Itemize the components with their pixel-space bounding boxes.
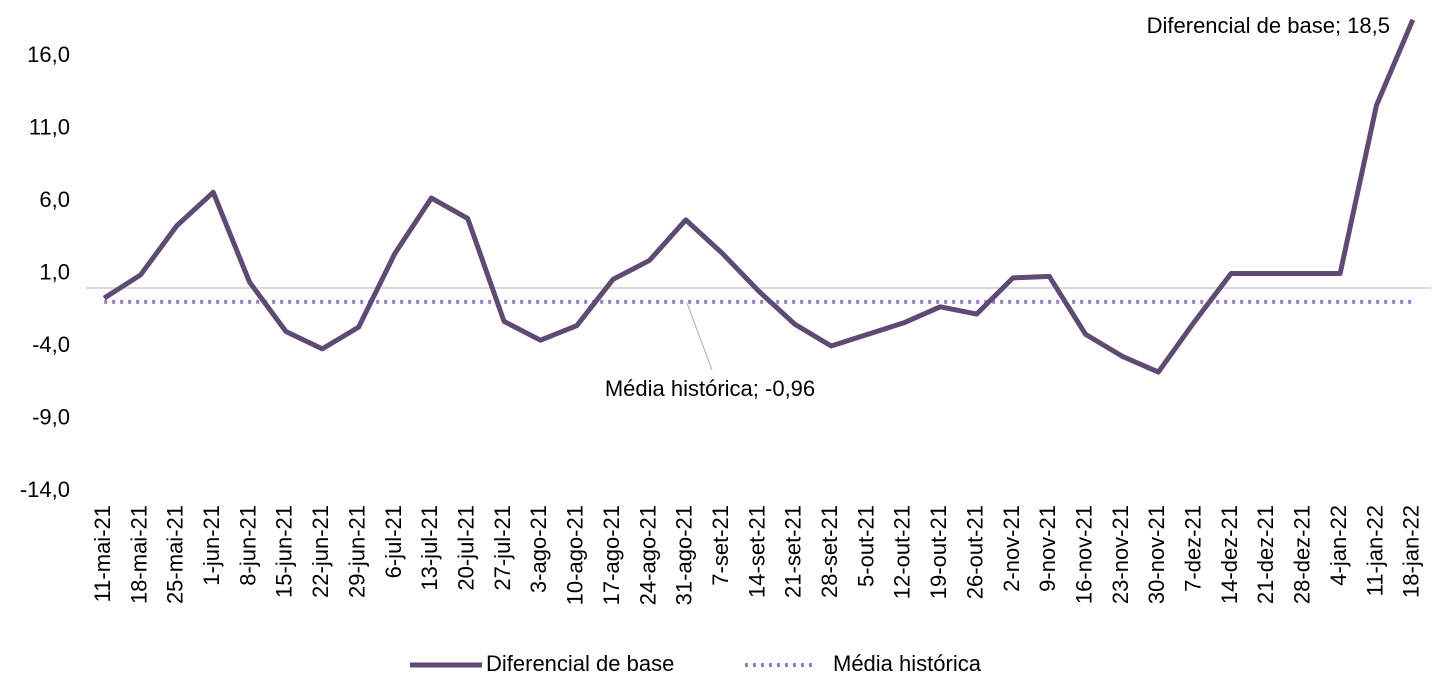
x-tick-label: 25-mai-21 (163, 505, 188, 604)
x-tick-label: 22-jun-21 (308, 505, 333, 598)
x-tick-label: 6-jul-21 (381, 505, 406, 578)
x-tick-label: 12-out-21 (890, 505, 915, 599)
x-tick-label: 31-ago-21 (672, 505, 697, 605)
x-tick-label: 4-jan-22 (1326, 505, 1351, 586)
x-tick-label: 15-jun-21 (272, 505, 297, 598)
x-tick-label: 7-set-21 (708, 505, 733, 586)
x-tick-label: 20-jul-21 (454, 505, 479, 591)
x-tick-label: 10-ago-21 (563, 505, 588, 605)
annotation: Diferencial de base; 18,5 (1147, 13, 1390, 38)
x-tick-label: 28-dez-21 (1290, 505, 1315, 604)
leader-line (686, 302, 713, 371)
x-tick-label: 19-out-21 (926, 505, 951, 599)
x-tick-label: 26-out-21 (962, 505, 987, 599)
x-tick-label: 21-dez-21 (1253, 505, 1278, 604)
x-tick-label: 11-jan-22 (1362, 505, 1387, 596)
x-tick-label: 14-dez-21 (1217, 505, 1242, 604)
x-tick-label: 5-out-21 (853, 505, 878, 587)
y-tick-label: 6,0 (39, 187, 70, 212)
x-tick-label: 7-dez-21 (1181, 505, 1206, 592)
x-tick-label: 14-set-21 (744, 505, 769, 598)
series-line (102, 18, 1416, 375)
x-tick-label: 21-set-21 (781, 505, 806, 598)
x-tick-label: 9-nov-21 (1035, 505, 1060, 592)
x-tick-label: 30-nov-21 (1144, 505, 1169, 604)
x-tick-label: 29-jun-21 (344, 505, 369, 598)
x-tick-label: 24-ago-21 (635, 505, 660, 605)
x-tick-label: 28-set-21 (817, 505, 842, 598)
x-tick-label: 13-jul-21 (417, 505, 442, 591)
annotation: Média histórica; -0,96 (605, 376, 815, 401)
x-tick-label: 1-jun-21 (199, 505, 224, 586)
x-tick-label: 2-nov-21 (999, 505, 1024, 592)
x-tick-label: 27-jul-21 (490, 505, 515, 591)
x-tick-label: 11-mai-21 (90, 505, 115, 602)
x-tick-label: 16-nov-21 (1071, 505, 1096, 604)
legend-label: Diferencial de base (486, 651, 674, 676)
x-tick-label: 23-nov-21 (1108, 505, 1133, 604)
y-tick-label: -9,0 (32, 404, 70, 429)
x-tick-label: 18-mai-21 (126, 505, 151, 604)
x-tick-label: 18-jan-22 (1399, 505, 1424, 598)
y-tick-label: 16,0 (27, 42, 70, 67)
x-tick-label: 17-ago-21 (599, 505, 624, 605)
y-tick-label: -14,0 (20, 477, 70, 502)
y-tick-label: 11,0 (29, 114, 70, 139)
y-tick-label: 1,0 (39, 259, 70, 284)
y-tick-label: -4,0 (32, 332, 70, 357)
x-tick-label: 3-ago-21 (526, 505, 551, 593)
x-tick-label: 8-jun-21 (235, 505, 260, 586)
legend-label: Média histórica (833, 651, 982, 676)
